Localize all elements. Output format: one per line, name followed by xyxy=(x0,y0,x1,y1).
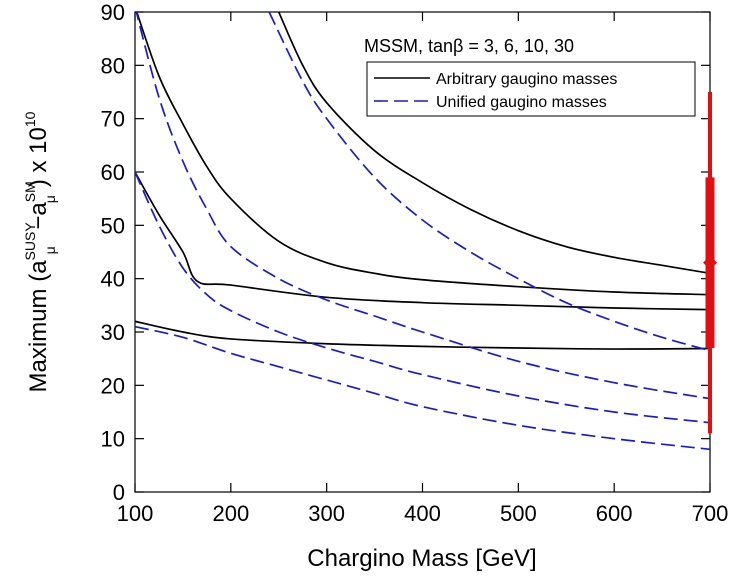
legend-box xyxy=(366,61,696,117)
y-tick-label: 80 xyxy=(101,53,125,78)
y-axis-title-prefix: Maximum (a xyxy=(25,260,52,393)
y-tick-label: 70 xyxy=(101,107,125,132)
series-line-arbitrary-1 xyxy=(277,12,710,275)
y-tick-label: 50 xyxy=(101,213,125,238)
y-tick-label: 10 xyxy=(101,427,125,452)
y-tick-label: 40 xyxy=(101,267,125,292)
legend: MSSM, tanβ = 3, 6, 10, 30 Arbitrary gaug… xyxy=(364,36,696,117)
series-line-arbitrary-3 xyxy=(135,171,710,311)
x-tick-label: 600 xyxy=(596,501,633,526)
x-tick-label: 100 xyxy=(117,501,154,526)
series-line-arbitrary-2 xyxy=(135,12,710,296)
x-tick-label: 400 xyxy=(404,501,441,526)
series-line-unified-7 xyxy=(135,171,710,424)
x-tick-label: 200 xyxy=(212,501,249,526)
series-line-arbitrary-4 xyxy=(135,320,710,350)
series-line-unified-5 xyxy=(268,12,710,352)
series-line-unified-6 xyxy=(135,12,710,400)
axis-ticks: 100 200 300 400 500 600 700 0 10 20 30 40 50 60 70 80 90 xyxy=(101,0,729,526)
y-tick-label: 60 xyxy=(101,160,125,185)
y-axis-title-sub1: μ xyxy=(42,246,58,254)
y-axis-title: Maximum (aSUSY μ −aSM μ ) x 1010 xyxy=(22,111,58,392)
y-tick-label: 20 xyxy=(101,373,125,398)
measurement-layer xyxy=(703,92,717,434)
legend-label-arbitrary: Arbitrary gaugino masses xyxy=(436,71,617,88)
y-tick-label: 30 xyxy=(101,320,125,345)
y-axis-title-sup1: SUSY xyxy=(22,222,38,261)
x-tick-label: 300 xyxy=(308,501,345,526)
series-layer xyxy=(135,12,710,451)
y-tick-label: 90 xyxy=(101,0,125,25)
legend-label-unified: Unified gaugino masses xyxy=(436,94,607,111)
y-axis-title-suffix: ) x 10 xyxy=(25,127,52,187)
x-axis-title: Chargino Mass [GeV] xyxy=(307,545,536,572)
series-line-unified-8 xyxy=(135,325,710,451)
y-axis-title-sup3: 10 xyxy=(22,111,38,127)
y-axis-title-minus: −a xyxy=(25,202,52,237)
x-tick-label: 700 xyxy=(692,501,729,526)
measurement-central-point xyxy=(703,255,717,270)
y-axis-title-sup2: SM xyxy=(22,181,38,202)
y-axis-title-sub2: μ xyxy=(42,195,58,203)
y-tick-label: 0 xyxy=(113,480,125,505)
x-tick-label: 500 xyxy=(500,501,537,526)
legend-title: MSSM, tanβ = 3, 6, 10, 30 xyxy=(364,36,574,56)
